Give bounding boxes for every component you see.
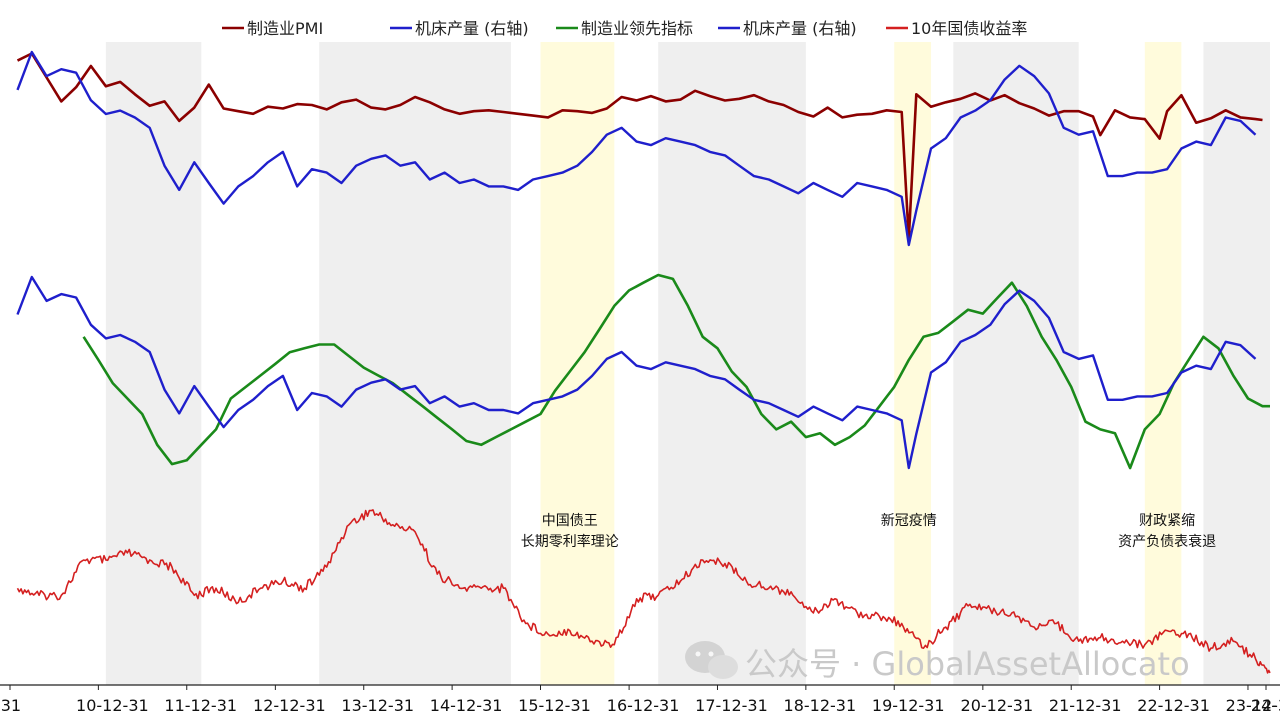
legend-label-4: 10年国债收益率 <box>911 19 1027 38</box>
x-tick-label-2: 11-12-31 <box>164 696 237 715</box>
annotation-2-line-0: 财政紧缩 <box>1139 513 1195 529</box>
annotation-0-line-0: 中国债王 <box>542 513 598 529</box>
x-tick-label-7: 16-12-31 <box>607 696 680 715</box>
legend-label-1: 机床产量 (右轴) <box>415 19 529 38</box>
x-tick-label-5: 14-12-31 <box>430 696 503 715</box>
series-line-p2-s0 <box>16 509 1271 674</box>
legend-label-0: 制造业PMI <box>247 19 323 38</box>
shaded-period-4 <box>894 42 932 685</box>
annotation-0-line-1: 长期零利率理论 <box>521 533 619 550</box>
x-tick-label-14: 23-12-31 <box>1226 696 1280 715</box>
x-tick-label-1: 10-12-31 <box>76 696 149 715</box>
x-tick-label-0: -31 <box>0 696 21 715</box>
x-tick-label-4: 13-12-31 <box>341 696 414 715</box>
legend-label-3: 机床产量 (右轴) <box>743 19 857 38</box>
series-line-p1-s0 <box>82 273 1270 470</box>
annotation-2-line-1: 资产负债表衰退 <box>1118 533 1216 550</box>
legend: 制造业PMI 机床产量 (右轴) 制造业领先指标 机床产量 (右轴) 10年国债收益率 <box>222 19 1027 38</box>
x-tick-label-10: 19-12-31 <box>872 696 945 715</box>
x-tick-label-9: 18-12-31 <box>784 696 857 715</box>
watermark: 公众号 · GlobalAssetAllocato <box>685 641 1190 683</box>
shaded-period-1 <box>319 42 511 685</box>
x-tick-label-11: 20-12-31 <box>961 696 1034 715</box>
x-tick-label-12: 21-12-31 <box>1049 696 1122 715</box>
x-tick-label-15: 24- <box>1251 696 1277 715</box>
watermark-text: 公众号 · GlobalAssetAllocato <box>745 645 1190 683</box>
legend-label-2: 制造业领先指标 <box>581 19 693 38</box>
x-axis: -31 10-12-31 11-12-31 12-12-31 13-12-31 14-12… <box>0 684 1280 715</box>
shaded-period-5 <box>953 42 1079 685</box>
x-tick-label-3: 12-12-31 <box>253 696 326 715</box>
wechat-icon <box>685 641 738 679</box>
series-lines <box>16 50 1271 674</box>
shaded-period-6 <box>1144 42 1182 685</box>
x-tick-label-8: 17-12-31 <box>695 696 768 715</box>
x-tick-label-13: 22-12-31 <box>1137 696 1210 715</box>
annotation-1-line-0: 新冠疫情 <box>881 513 937 529</box>
shaded-period-3 <box>658 42 806 685</box>
series-line-p1-s1 <box>16 275 1257 470</box>
series-line-p0-s1 <box>16 50 1257 247</box>
series-line-p0-s0 <box>16 52 1263 241</box>
x-tick-label-6: 15-12-31 <box>518 696 591 715</box>
